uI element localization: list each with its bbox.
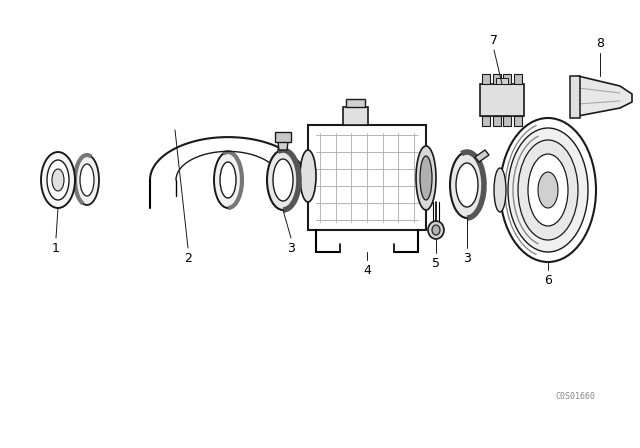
Bar	[482, 74, 490, 84]
Text: C0S01660: C0S01660	[555, 392, 595, 401]
Ellipse shape	[52, 169, 64, 191]
Ellipse shape	[500, 118, 596, 262]
Text: 5: 5	[432, 257, 440, 270]
Bar	[308, 125, 426, 230]
Polygon shape	[475, 150, 489, 162]
Text: 6: 6	[544, 273, 552, 287]
Ellipse shape	[518, 140, 578, 240]
Ellipse shape	[432, 225, 440, 235]
Polygon shape	[278, 142, 288, 150]
Bar	[496, 78, 508, 84]
Bar	[514, 116, 522, 126]
Text: 4: 4	[363, 263, 371, 276]
Ellipse shape	[494, 168, 506, 212]
Bar	[482, 116, 490, 126]
Bar	[343, 107, 368, 125]
Ellipse shape	[420, 156, 432, 200]
Bar	[480, 84, 524, 116]
Ellipse shape	[273, 159, 293, 201]
Text: 1: 1	[52, 241, 60, 254]
Ellipse shape	[214, 152, 242, 208]
Text: 8: 8	[596, 36, 604, 49]
Ellipse shape	[428, 221, 444, 239]
Ellipse shape	[75, 155, 99, 205]
Ellipse shape	[41, 152, 75, 208]
Bar	[346, 99, 365, 107]
Ellipse shape	[416, 146, 436, 210]
Ellipse shape	[528, 154, 568, 226]
Polygon shape	[578, 76, 632, 116]
Ellipse shape	[538, 172, 558, 208]
Ellipse shape	[456, 163, 478, 207]
Text: 3: 3	[287, 241, 295, 254]
Text: 7: 7	[490, 34, 498, 47]
Bar	[503, 74, 511, 84]
Ellipse shape	[80, 164, 94, 196]
Bar	[275, 132, 291, 142]
Ellipse shape	[267, 150, 299, 210]
Bar	[503, 116, 511, 126]
Ellipse shape	[220, 162, 236, 198]
Ellipse shape	[450, 152, 484, 218]
Text: 2: 2	[184, 251, 192, 264]
Ellipse shape	[47, 160, 69, 200]
Ellipse shape	[508, 128, 588, 252]
Bar	[570, 76, 580, 118]
Bar	[514, 74, 522, 84]
Bar	[493, 74, 500, 84]
Bar	[493, 116, 500, 126]
Text: 3: 3	[463, 251, 471, 264]
Ellipse shape	[300, 150, 316, 202]
